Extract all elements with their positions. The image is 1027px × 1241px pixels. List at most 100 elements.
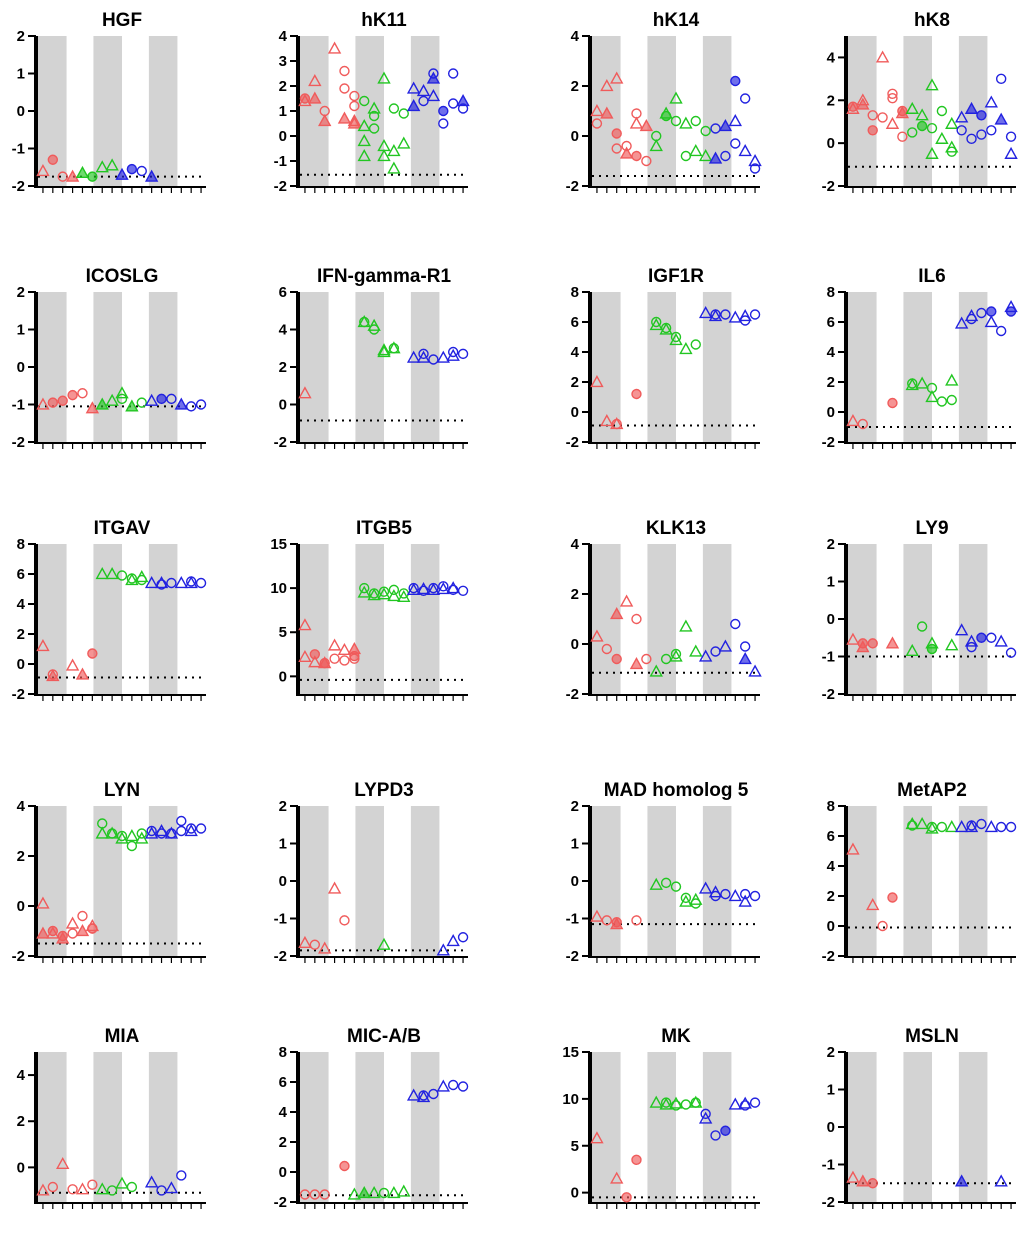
y-tick-label: 6 — [827, 828, 835, 845]
data-point-circle — [195, 577, 207, 589]
data-point-circle — [749, 890, 761, 902]
data-point-circle — [867, 638, 878, 649]
chart-title: ITGB5 — [356, 518, 412, 539]
data-point-circle — [976, 818, 987, 830]
data-point-triangle — [446, 348, 460, 361]
data-point-circle — [299, 93, 311, 104]
data-point-circle — [136, 574, 147, 586]
data-point-circle — [106, 1185, 118, 1196]
y-tick-label: 0 — [827, 135, 835, 152]
data-point-circle — [166, 393, 177, 405]
chart-svg: hK11 -2 -1 0 1 2 3 4 — [274, 10, 470, 195]
data-point-circle — [936, 821, 948, 833]
y-tick-label: 5 — [571, 1138, 579, 1155]
chart-panel: MetAP2 -2 0 2 4 6 8 — [810, 770, 1027, 995]
group-band-2 — [647, 292, 676, 442]
y-tick-label: 4 — [827, 344, 836, 361]
data-point-circle — [339, 83, 350, 94]
data-point-triangle — [367, 588, 381, 601]
data-point-triangle — [649, 664, 663, 677]
data-point-circle — [976, 632, 987, 643]
group-band-1 — [38, 1052, 67, 1202]
data-point-triangle — [377, 345, 391, 358]
y-tick-label: -2 — [822, 948, 835, 965]
data-point-triangle — [728, 1097, 742, 1110]
data-point-circle — [447, 346, 459, 358]
y-tick-label: -1 — [274, 153, 287, 170]
data-point-triangle — [36, 1183, 50, 1196]
data-point-triangle — [298, 386, 312, 399]
data-point-triangle — [846, 632, 860, 645]
data-point-triangle — [856, 1174, 870, 1187]
data-point-triangle — [65, 169, 80, 182]
y-tick-label: 4 — [827, 858, 836, 875]
y-tick-label: 4 — [827, 49, 836, 66]
y-tick-label: 0 — [279, 873, 287, 890]
data-point-circle — [601, 643, 613, 655]
data-point-circle — [339, 915, 350, 926]
chart-svg: MIA 0 2 4 — [17, 1026, 206, 1209]
data-point-triangle — [748, 664, 762, 677]
data-point-triangle — [954, 316, 969, 329]
data-point-triangle — [649, 1095, 663, 1108]
data-point-triangle — [144, 169, 159, 182]
data-point-circle — [631, 613, 642, 625]
data-point-circle — [976, 129, 987, 140]
data-point-circle — [749, 1097, 761, 1108]
data-point-triangle — [105, 158, 119, 171]
data-point-triangle — [698, 149, 713, 162]
data-point-circle — [339, 65, 350, 77]
y-tick-label: -2 — [566, 434, 579, 451]
data-point-triangle — [56, 931, 70, 944]
data-point-circle — [447, 1079, 459, 1091]
y-tick-label: 2 — [827, 1044, 835, 1061]
data-point-circle — [185, 401, 197, 412]
data-point-triangle — [600, 414, 614, 427]
group-band-3 — [148, 544, 178, 694]
chart-panel: ITGAV -2 0 2 4 6 8 — [0, 508, 228, 733]
data-point-circle — [867, 1178, 878, 1189]
data-point-triangle — [144, 576, 159, 589]
data-point-circle — [136, 165, 147, 177]
data-point-circle — [319, 1189, 330, 1200]
data-point-circle — [660, 653, 672, 665]
chart-panel: LYN -2 0 2 4 — [0, 770, 228, 995]
data-point-circle — [176, 815, 187, 827]
data-point-circle — [720, 1125, 731, 1136]
y-tick-label: 1 — [571, 836, 579, 853]
data-point-triangle — [994, 112, 1008, 125]
data-point-circle — [680, 1099, 692, 1110]
data-point-circle — [87, 923, 98, 934]
group-band-2 — [355, 544, 384, 694]
data-point-circle — [995, 325, 1007, 337]
chart-title: ICOSLG — [86, 266, 159, 287]
y-tick-label: -2 — [12, 686, 25, 703]
group-band-3 — [410, 292, 440, 442]
data-point-circle — [1005, 306, 1017, 317]
data-point-triangle — [115, 1176, 129, 1189]
y-tick-label: 2 — [279, 798, 287, 815]
chart-title: MIC-A/B — [347, 1026, 421, 1047]
data-point-circle — [631, 915, 642, 926]
data-point-circle — [995, 73, 1007, 85]
data-point-circle — [611, 917, 622, 928]
data-point-triangle — [337, 642, 352, 655]
data-point-circle — [651, 316, 662, 328]
data-point-circle — [641, 653, 652, 665]
plot-area: LYN -2 0 2 4 — [12, 780, 207, 965]
chart-title: hK11 — [361, 10, 407, 31]
data-point-triangle — [925, 821, 939, 834]
data-point-circle — [680, 892, 692, 904]
chart-title: hK14 — [653, 10, 700, 31]
y-tick-label: 6 — [279, 284, 287, 301]
data-point-triangle — [846, 842, 860, 855]
y-tick-label: 4 — [279, 28, 288, 45]
data-point-triangle — [945, 638, 959, 651]
data-point-triangle — [95, 826, 109, 839]
data-point-triangle — [669, 649, 683, 662]
data-point-triangle — [600, 106, 614, 119]
data-point-triangle — [610, 1171, 624, 1184]
data-point-circle — [739, 888, 751, 900]
data-point-triangle — [135, 831, 149, 844]
group-band-3 — [148, 292, 178, 442]
